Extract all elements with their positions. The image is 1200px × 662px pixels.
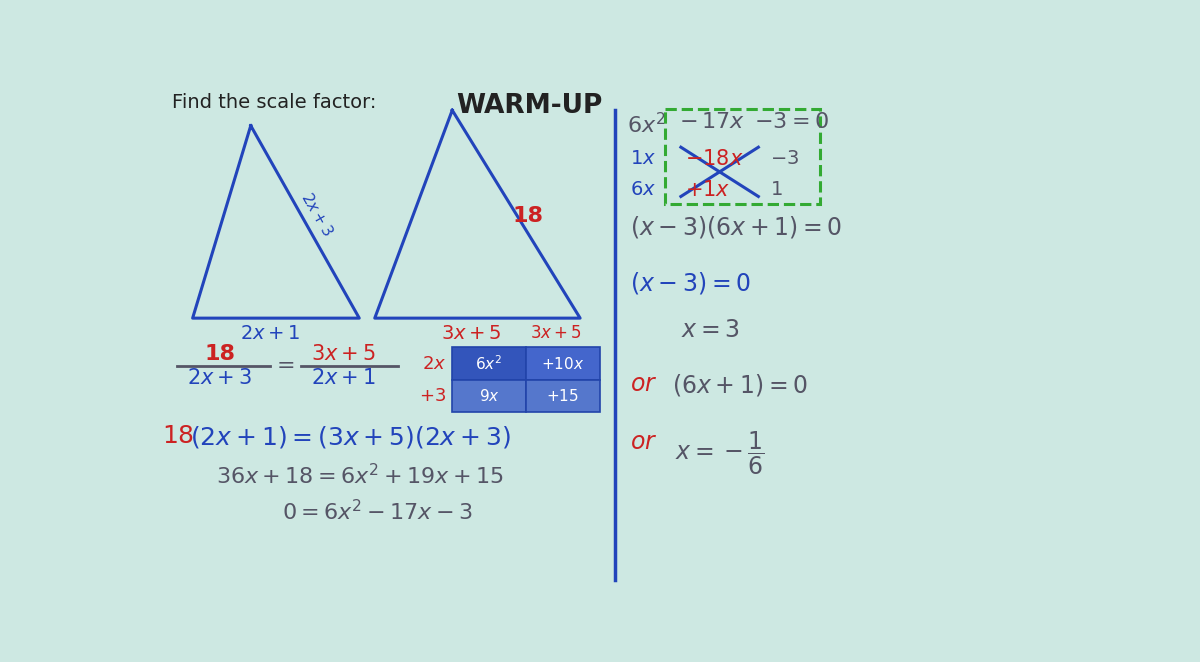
Text: $-3=0$: $-3=0$ — [755, 112, 829, 132]
Text: $1$: $1$ — [770, 179, 782, 199]
Text: $36x + 18 = 6x^2 + 19x + 15$: $36x + 18 = 6x^2 + 19x + 15$ — [216, 463, 504, 488]
Text: $+1x$: $+1x$ — [685, 179, 730, 199]
Text: $or$: $or$ — [630, 430, 658, 453]
Bar — [526, 348, 600, 380]
Text: $9x$: $9x$ — [479, 388, 499, 404]
Bar — [526, 380, 600, 412]
Text: $2x+3$: $2x+3$ — [187, 368, 252, 388]
Text: $-18x$: $-18x$ — [685, 149, 743, 169]
Text: =: = — [276, 356, 295, 376]
Text: $2x+3$: $2x+3$ — [298, 189, 336, 239]
Text: $3x+5$: $3x+5$ — [442, 324, 502, 344]
Text: $0 = 6x^2 - 17x - 3$: $0 = 6x^2 - 17x - 3$ — [282, 499, 473, 524]
Text: $18$: $18$ — [162, 424, 193, 448]
Text: $3x+5$: $3x+5$ — [529, 324, 582, 342]
Text: $(x-3)(6x+1)=0$: $(x-3)(6x+1)=0$ — [630, 214, 842, 240]
Bar — [452, 380, 526, 412]
Text: $-3$: $-3$ — [770, 149, 799, 167]
Text: $6x$: $6x$ — [630, 179, 656, 199]
Text: $-\,17x$: $-\,17x$ — [679, 112, 745, 132]
Text: WARM-UP: WARM-UP — [456, 93, 602, 119]
Text: $3x+5$: $3x+5$ — [312, 344, 376, 364]
Text: $1x$: $1x$ — [630, 149, 656, 167]
Text: $or$: $or$ — [630, 372, 658, 396]
Text: Find the scale factor:: Find the scale factor: — [172, 93, 376, 113]
Text: $2x+1$: $2x+1$ — [312, 368, 376, 388]
Text: 18: 18 — [512, 207, 544, 226]
Text: 18: 18 — [204, 344, 235, 364]
Text: $+3$: $+3$ — [419, 387, 446, 405]
Text: $+10x$: $+10x$ — [541, 355, 584, 371]
Text: $x=3$: $x=3$ — [680, 318, 739, 342]
Text: $(6x+1)=0$: $(6x+1)=0$ — [672, 372, 808, 398]
Text: $(2x+1) = (3x+5)(2x+3)$: $(2x+1) = (3x+5)(2x+3)$ — [191, 424, 511, 450]
Text: $(x-3)=0$: $(x-3)=0$ — [630, 270, 751, 297]
Text: $6x^2$: $6x^2$ — [626, 112, 665, 137]
Text: $6x^2$: $6x^2$ — [475, 354, 503, 373]
Bar — [452, 348, 526, 380]
Text: $x = -\dfrac{1}{6}$: $x = -\dfrac{1}{6}$ — [674, 430, 764, 477]
Text: $+15$: $+15$ — [546, 388, 580, 404]
Text: $2x$: $2x$ — [422, 355, 446, 373]
Text: $2x+1$: $2x+1$ — [240, 324, 300, 344]
